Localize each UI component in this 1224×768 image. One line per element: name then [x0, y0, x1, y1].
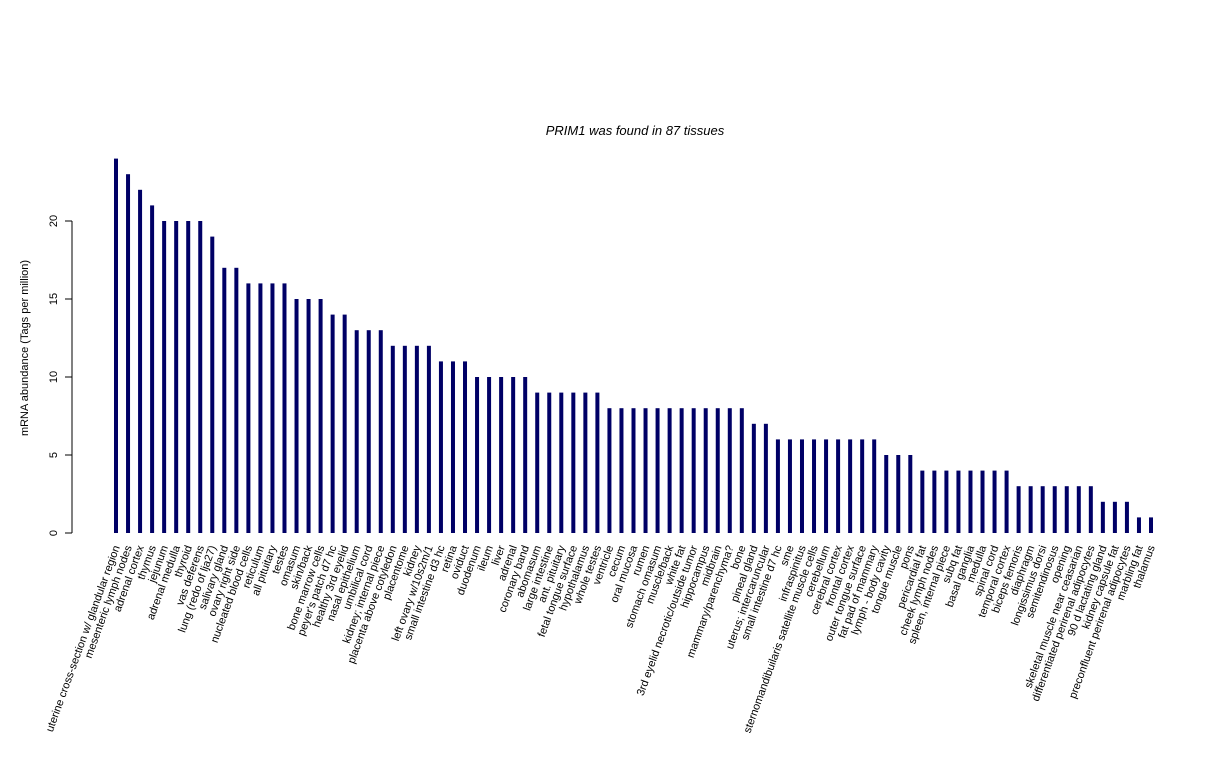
bar [174, 221, 179, 533]
bar [908, 455, 913, 533]
bar [294, 299, 299, 533]
bar [595, 392, 600, 533]
bar [896, 455, 901, 533]
bar [763, 423, 768, 533]
bar [944, 470, 949, 533]
bar [450, 361, 455, 533]
y-tick-label: 0 [48, 530, 60, 536]
bar [607, 408, 612, 533]
bar [739, 408, 744, 533]
bar [475, 377, 480, 533]
bar [1052, 486, 1057, 533]
bar [860, 439, 865, 533]
bar [438, 361, 443, 533]
bar [691, 408, 696, 533]
bar [872, 439, 877, 533]
bar [667, 408, 672, 533]
bar [775, 439, 780, 533]
bar [655, 408, 660, 533]
bar [150, 205, 155, 533]
bar [342, 314, 347, 533]
bar [126, 174, 131, 533]
bar [1112, 501, 1117, 533]
bar [318, 299, 323, 533]
bar [571, 392, 576, 533]
bar [306, 299, 311, 533]
bar [631, 408, 636, 533]
bar [258, 283, 263, 533]
bar [499, 377, 504, 533]
bar [1016, 486, 1021, 533]
bar [559, 392, 564, 533]
bar [583, 392, 588, 533]
bar [390, 345, 395, 533]
bar [282, 283, 287, 533]
x-tick-label: uterine cross-section w/ glandular regio… [44, 544, 123, 734]
bar [715, 408, 720, 533]
bar [1064, 486, 1069, 533]
bar [1149, 517, 1153, 533]
bar [1040, 486, 1045, 533]
y-tick-label: 20 [48, 215, 60, 227]
bar [751, 423, 756, 533]
bar [426, 345, 431, 533]
bar [848, 439, 853, 533]
bar [1076, 486, 1081, 533]
bar [354, 330, 359, 533]
bar [992, 470, 997, 533]
bar [210, 236, 215, 533]
bar [884, 455, 889, 533]
bar [812, 439, 817, 533]
bar [547, 392, 552, 533]
bar [619, 408, 624, 533]
bar [1124, 501, 1129, 533]
bar [956, 470, 961, 533]
chart-title: PRIM1 was found in 87 tissues [546, 123, 725, 138]
bar [836, 439, 841, 533]
y-tick-label: 10 [48, 371, 60, 383]
bar [330, 314, 335, 533]
bar [162, 221, 167, 533]
bar [787, 439, 792, 533]
bar [378, 330, 383, 533]
bar [1136, 517, 1141, 533]
bar [679, 408, 684, 533]
bar [980, 470, 985, 533]
y-tick-label: 5 [48, 452, 60, 458]
y-axis-label: mRNA abundance (Tags per million) [19, 260, 31, 436]
bar [138, 189, 143, 534]
bar [1028, 486, 1033, 533]
bar [703, 408, 708, 533]
bar [727, 408, 732, 533]
bar [523, 377, 528, 533]
bar [1004, 470, 1009, 533]
bar [463, 361, 468, 533]
bar [270, 283, 275, 533]
bar [799, 439, 804, 533]
bar [487, 377, 492, 533]
bar [968, 470, 973, 533]
bar [366, 330, 371, 533]
bar [414, 345, 419, 533]
bar [234, 267, 239, 533]
bar [643, 408, 648, 533]
bar [920, 470, 925, 533]
bar [1100, 501, 1105, 533]
bar [198, 221, 203, 533]
bar [824, 439, 829, 533]
bar [222, 267, 227, 533]
bar [402, 345, 407, 533]
bar [186, 221, 191, 533]
y-tick-label: 15 [48, 293, 60, 305]
bar [932, 470, 937, 533]
bar [511, 377, 516, 533]
bar [246, 283, 251, 533]
bar [1088, 486, 1093, 533]
bar [535, 392, 540, 533]
bar [114, 158, 118, 533]
